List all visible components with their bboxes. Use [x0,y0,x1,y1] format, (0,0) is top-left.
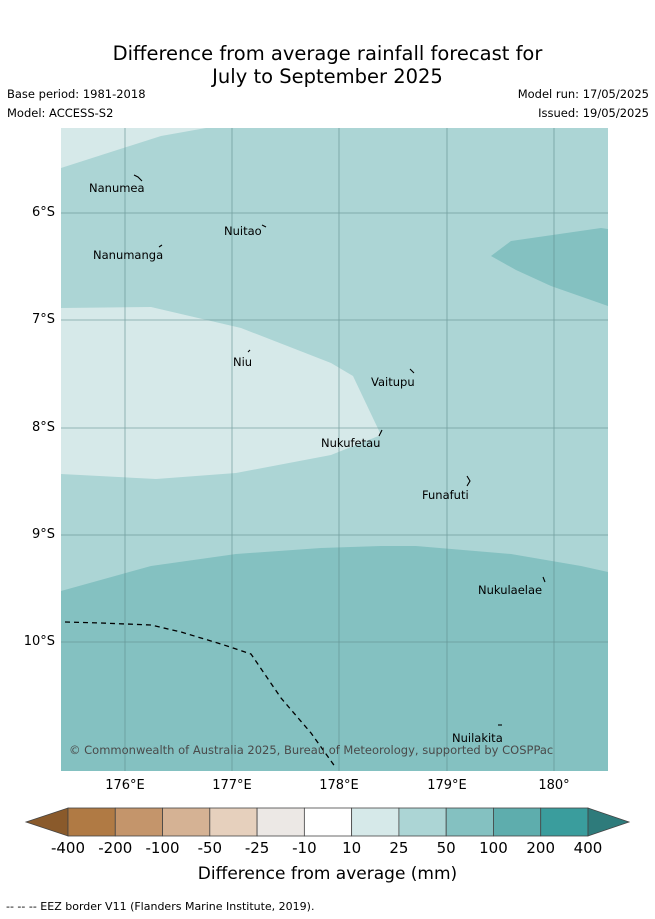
island-nanumea-shape [133,174,143,182]
map-title: Difference from average rainfall forecas… [0,42,655,88]
colorbar-title: Difference from average (mm) [197,864,458,884]
colorbar-extend-low [24,807,69,837]
island-nanumanga-shape [158,244,163,248]
lat-label-6s: 6°S [31,205,55,220]
title-line-2: July to September 2025 [212,65,443,88]
colorbar-tick-label: 200 [526,839,556,857]
colorbar-segment [303,807,353,837]
colorbar-segment [67,807,116,837]
colorbar-tick-label: 10 [342,839,362,857]
rain-zone-50-100-south [61,546,608,771]
island-nukufetau-shape [378,429,383,437]
copyright-notice: © Commonwealth of Australia 2025, Bureau… [69,743,554,757]
colorbar-segment [540,807,589,837]
lat-label-10s: 10°S [23,634,55,649]
lon-label-180: 180° [538,778,570,793]
colorbar-segment [162,807,211,837]
lon-label-177e: 177°E [212,778,252,793]
island-nukulaelae-shape [542,576,546,583]
lat-label-9s: 9°S [31,527,55,542]
colorbar-tick-label: 50 [436,839,456,857]
model-name: Model: ACCESS-S2 [7,106,114,120]
label-nukufetau: Nukufetau [321,436,381,450]
rain-zone-50-100-east [491,228,608,306]
colorbar-segment [114,807,163,837]
issued-date: Issued: 19/05/2025 [538,106,649,120]
island-vaitupu-shape [409,368,415,374]
lon-label-178e: 178°E [319,778,359,793]
colorbar-tick-label: -200 [98,839,133,857]
island-nuitao-shape [261,224,267,228]
colorbar-tick-label: 400 [573,839,603,857]
colorbar-segment [209,807,258,837]
label-nanumea: Nanumea [89,181,145,195]
colorbar-tick-label: 100 [479,839,508,857]
colorbar-tick-label: 25 [389,839,409,857]
rain-zone-10-25-central [61,307,381,479]
colorbar-segment [398,807,447,837]
label-vaitupu: Vaitupu [371,375,415,389]
colorbar-segment [351,807,400,837]
base-period: Base period: 1981-2018 [7,87,146,101]
rainfall-map [61,128,608,771]
colorbar [24,807,631,837]
title-line-1: Difference from average rainfall forecas… [112,42,543,65]
colorbar-tick-label: -25 [244,839,270,857]
lon-label-176e: 176°E [105,778,145,793]
eez-footnote: -- -- -- EEZ border V11 (Flanders Marine… [6,900,315,913]
colorbar-tick-label: -400 [50,839,86,857]
label-nuilakita: Nuilakita [452,731,503,745]
eez-border [64,621,337,769]
colorbar-segment [445,807,494,837]
label-nanumanga: Nanumanga [93,248,164,262]
colorbar-extend-high [587,807,631,837]
rain-zone-10-25-north [61,128,206,168]
island-niu-shape [247,349,251,353]
colorbar-tick-label: -10 [292,839,317,857]
colorbar-tick-label: -100 [145,839,180,857]
label-nuitao: Nuitao [224,224,262,238]
map-svg [61,128,608,771]
island-funafuti-shape [466,475,471,487]
model-run: Model run: 17/05/2025 [517,87,649,101]
label-nukulaelae: Nukulaelae [478,583,543,597]
lat-label-8s: 8°S [31,420,55,435]
label-funafuti: Funafuti [422,488,469,502]
lon-label-179e: 179°E [427,778,467,793]
colorbar-segment [256,807,305,837]
label-niu: Niu [233,355,253,369]
colorbar-segment [493,807,542,837]
colorbar-tick-label: -50 [197,839,223,857]
lat-label-7s: 7°S [31,312,55,327]
graticule [61,128,608,771]
